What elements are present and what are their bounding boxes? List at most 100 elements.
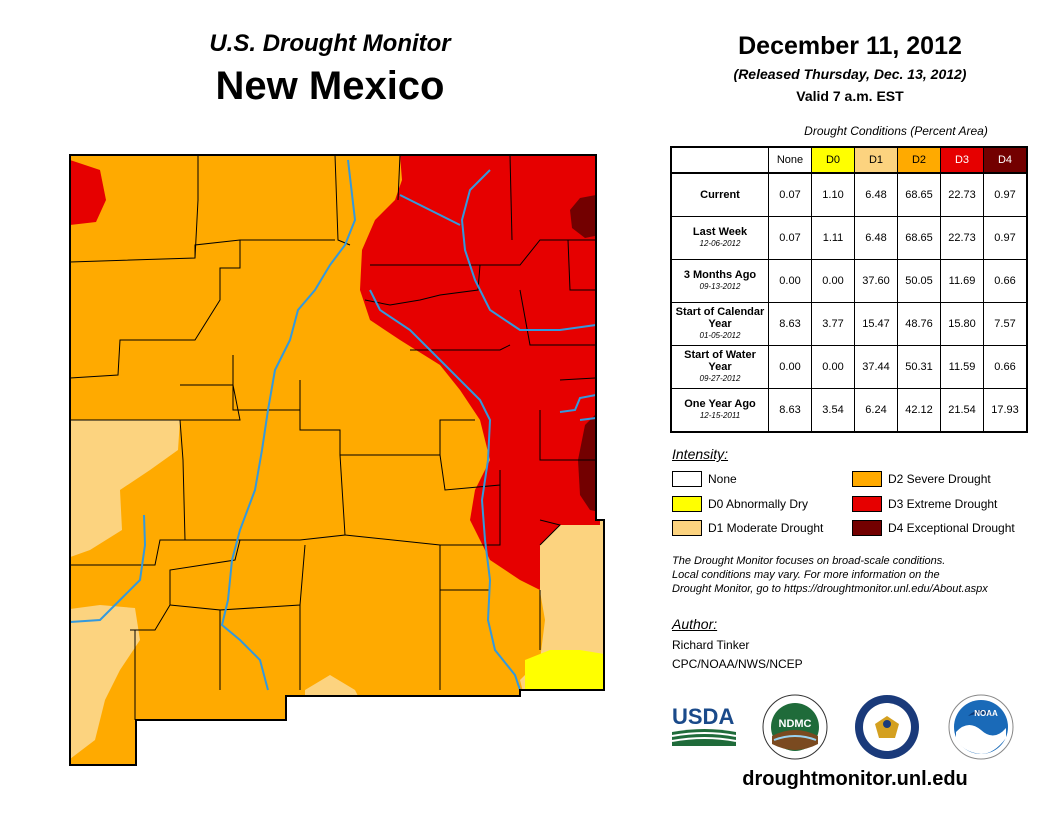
legend-label: D0 Abnormally Dry [708, 497, 809, 511]
noaa-logo: NOAA [948, 694, 1014, 760]
legend-item-d1: D1 Moderate Drought [672, 520, 823, 536]
rivers [70, 159, 597, 691]
table-cell: 1.10 [811, 172, 855, 217]
legend-label: D3 Extreme Drought [888, 497, 998, 511]
table-cell: 0.07 [768, 216, 812, 260]
d1-region-southwest [70, 605, 140, 765]
col-d1: D1 [854, 146, 898, 174]
row-label: Start of Calendar Year 01-05-2012 [670, 302, 769, 346]
row-label: 3 Months Ago 09-13-2012 [670, 259, 769, 303]
noaa-logo-text: NOAA [974, 709, 998, 718]
d1-region-west [70, 420, 180, 560]
col-d0: D0 [811, 146, 855, 174]
table-row: Start of Calendar Year 01-05-2012 8.63 3.… [670, 302, 1028, 346]
swatch-none [672, 471, 702, 487]
table-cell: 15.80 [940, 302, 984, 346]
table-cell: 37.44 [854, 345, 898, 389]
valid-time: Valid 7 a.m. EST [796, 88, 904, 104]
table-cell: 8.63 [768, 302, 812, 346]
col-d3: D3 [940, 146, 984, 174]
table-row: Start of Water Year 09-27-2012 0.00 0.00 … [670, 345, 1028, 389]
commerce-seal-logo [855, 695, 919, 759]
table-cell: 7.57 [983, 302, 1028, 346]
author-org: CPC/NOAA/NWS/NCEP [672, 657, 803, 671]
website-link[interactable]: droughtmonitor.unl.edu [742, 768, 968, 790]
ndmc-logo: NDMC [762, 694, 828, 760]
author-title: Author: [672, 616, 718, 632]
usda-logo-text: USDA [672, 704, 734, 729]
swatch-d0 [672, 496, 702, 512]
disclaimer-line: The Drought Monitor focuses on broad-sca… [672, 555, 946, 567]
author-name: Richard Tinker [672, 638, 750, 652]
county-boundaries [70, 155, 596, 720]
ndmc-logo-text: NDMC [779, 718, 812, 730]
col-d4: D4 [983, 146, 1028, 174]
row-label: Start of Water Year 09-27-2012 [670, 345, 769, 389]
release-note: (Released Thursday, Dec. 13, 2012) [733, 66, 967, 82]
table-cell: 48.76 [897, 302, 941, 346]
table-cell: 50.05 [897, 259, 941, 303]
table-cell: 6.48 [854, 216, 898, 260]
legend-item-d3: D3 Extreme Drought [852, 496, 997, 512]
table-cell: 0.00 [811, 259, 855, 303]
table-corner [671, 147, 769, 174]
table-cell: 1.11 [811, 216, 855, 260]
table-row: 3 Months Ago 09-13-2012 0.00 0.00 37.60 5… [670, 259, 1028, 303]
row-label: Last Week 12-06-2012 [670, 216, 769, 260]
table-cell: 8.63 [768, 388, 812, 433]
table-cell: 3.54 [811, 388, 855, 433]
disclaimer-line: Local conditions may vary. For more info… [672, 569, 940, 581]
table-cell: 0.66 [983, 345, 1028, 389]
row-label: One Year Ago 12-15-2011 [670, 388, 769, 433]
state-title: New Mexico [215, 64, 445, 108]
table-cell: 3.77 [811, 302, 855, 346]
disclaimer: The Drought Monitor focuses on broad-sca… [672, 554, 1042, 596]
legend-item-d4: D4 Exceptional Drought [852, 520, 1015, 536]
table-cell: 42.12 [897, 388, 941, 433]
col-d2: D2 [897, 146, 941, 174]
table-cell: 68.65 [897, 216, 941, 260]
swatch-d1 [672, 520, 702, 536]
table-cell: 0.00 [811, 345, 855, 389]
swatch-d4 [852, 520, 882, 536]
table-cell: 50.31 [897, 345, 941, 389]
disclaimer-link[interactable]: Drought Monitor, go to https://droughtmo… [672, 583, 988, 595]
table-row: One Year Ago 12-15-2011 8.63 3.54 6.24 42… [670, 388, 1028, 433]
table-cell: 22.73 [940, 172, 984, 217]
legend-item-none: None [672, 471, 737, 487]
swatch-d3 [852, 496, 882, 512]
d4-region-northeast [570, 195, 600, 238]
table-cell: 0.66 [983, 259, 1028, 303]
legend-label: D1 Moderate Drought [708, 521, 824, 535]
table-cell: 0.97 [983, 216, 1028, 260]
legend-label: D4 Exceptional Drought [888, 521, 1015, 535]
legend-label: None [708, 472, 737, 486]
table-row: Last Week 12-06-2012 0.07 1.11 6.48 68.65… [670, 216, 1028, 260]
row-label: Current [670, 172, 769, 217]
table-cell: 17.93 [983, 388, 1028, 433]
table-cell: 11.69 [940, 259, 984, 303]
table-cell: 15.47 [854, 302, 898, 346]
table-cell: 6.48 [854, 172, 898, 217]
table-cell: 0.07 [768, 172, 812, 217]
table-cell: 11.59 [940, 345, 984, 389]
table-cell: 68.65 [897, 172, 941, 217]
d3-region [360, 155, 600, 590]
swatch-d2 [852, 471, 882, 487]
usda-logo: USDA [671, 704, 737, 746]
legend-item-d2: D2 Severe Drought [852, 471, 991, 487]
table-cell: 6.24 [854, 388, 898, 433]
state-outline [69, 154, 605, 766]
product-title: U.S. Drought Monitor [209, 30, 451, 57]
drought-conditions-table: None D0 D1 D2 D3 D4 Current 0.07 1.10 6.… [670, 146, 1028, 433]
table-cell: 22.73 [940, 216, 984, 260]
new-mexico-drought-map [69, 154, 605, 766]
d4-region-east [578, 410, 600, 512]
table-row: Current 0.07 1.10 6.48 68.65 22.73 0.97 [670, 172, 1028, 217]
map-date: December 11, 2012 [738, 32, 962, 60]
table-header-row: None D0 D1 D2 D3 D4 [671, 146, 1028, 174]
table-cell: 0.00 [768, 259, 812, 303]
d1-region-south [305, 675, 360, 700]
d3-region-northwest [70, 160, 106, 225]
table-cell: 37.60 [854, 259, 898, 303]
